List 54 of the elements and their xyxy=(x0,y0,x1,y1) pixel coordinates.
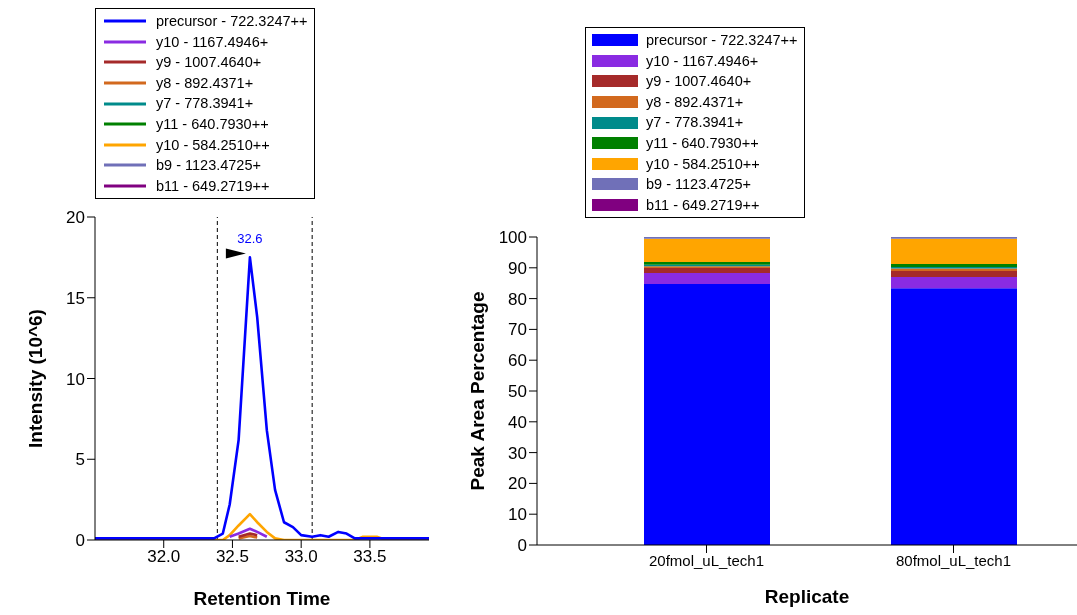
y-tick-label: 20 xyxy=(66,208,85,228)
bar xyxy=(644,268,770,274)
y-tick-label: 70 xyxy=(508,320,527,340)
y-tick-label: 80 xyxy=(508,289,527,309)
legend-label: y11 - 640.7930++ xyxy=(156,114,269,134)
x-axis-title: Replicate xyxy=(764,586,850,607)
legend-label: y7 - 778.3941+ xyxy=(646,113,744,133)
y-tick-label: 10 xyxy=(66,369,85,389)
legend-label: y10 - 1167.4946+ xyxy=(156,32,269,52)
y-tick-label: 30 xyxy=(508,443,527,463)
y-tick-label: 0 xyxy=(517,536,527,556)
y-tick-label: 5 xyxy=(75,450,85,470)
y-tick-label: 100 xyxy=(498,228,527,248)
legend-label: y10 - 584.2510++ xyxy=(646,154,760,174)
line-series xyxy=(228,527,269,539)
y-axis-title: Peak Area Percentage xyxy=(466,291,488,491)
y-tick-label: 20 xyxy=(508,474,527,494)
y-tick-label: 60 xyxy=(508,351,527,371)
bar xyxy=(891,288,1017,545)
y-tick-label: 40 xyxy=(508,412,527,432)
y-tick-label: 0 xyxy=(75,531,85,551)
bar xyxy=(644,238,770,262)
x-tick-label: 20fmol_uL_tech1 xyxy=(648,551,765,569)
x-tick-label: 32.5 xyxy=(215,547,249,567)
x-tick-label: 32.0 xyxy=(147,547,181,567)
bar xyxy=(644,273,770,285)
legend-label: b11 - 649.2719++ xyxy=(646,195,760,215)
x-tick-label: 33.5 xyxy=(353,547,387,567)
y-tick-label: 15 xyxy=(66,288,85,308)
x-axis-title: Retention Time xyxy=(193,588,331,609)
legend-label: y8 - 892.4371+ xyxy=(156,73,254,93)
y-tick-label: 10 xyxy=(508,505,527,525)
bar xyxy=(644,284,770,545)
legend-label: y10 - 1167.4946+ xyxy=(646,51,759,71)
x-tick-label: 33.0 xyxy=(284,547,318,567)
legend-label: b11 - 649.2719++ xyxy=(156,176,270,196)
legend-label: y9 - 1007.4640+ xyxy=(646,72,752,92)
legend-label: y8 - 892.4371+ xyxy=(646,92,744,112)
bar xyxy=(891,238,1017,265)
y-tick-label: 50 xyxy=(508,382,527,402)
legend-label: y7 - 778.3941+ xyxy=(156,94,254,114)
y-tick-label: 90 xyxy=(508,258,527,278)
legend-label: b9 - 1123.4725+ xyxy=(156,156,261,176)
legend-label: y10 - 584.2510++ xyxy=(156,135,270,155)
legend-label: precursor - 722.3247++ xyxy=(156,12,308,31)
legend-label: b9 - 1123.4725+ xyxy=(646,175,751,195)
bar xyxy=(891,270,1017,278)
bar xyxy=(891,277,1017,289)
annotation: 32.6 xyxy=(237,231,263,247)
legend-label: y9 - 1007.4640+ xyxy=(156,53,262,73)
x-tick-label: 80fmol_uL_tech1 xyxy=(895,551,1012,569)
legend-label: y11 - 640.7930++ xyxy=(646,133,759,153)
y-axis-title: Intensity (10^6) xyxy=(24,309,46,448)
legend-label: precursor - 722.3247++ xyxy=(646,31,798,50)
